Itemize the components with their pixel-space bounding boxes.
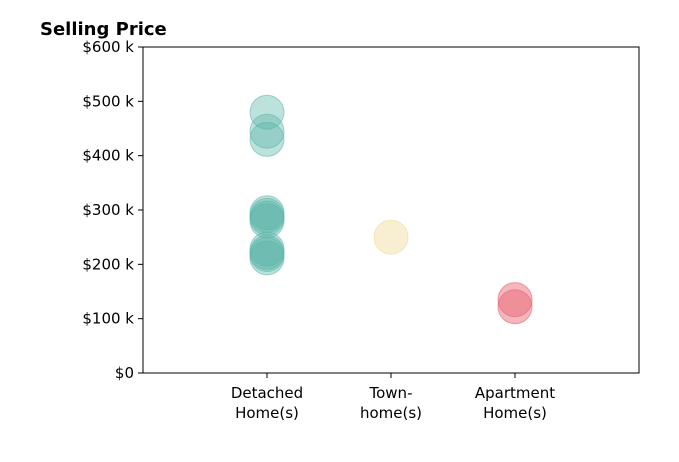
y-tick-label: $100 k [82,310,134,328]
data-point [249,113,285,149]
y-tick-label: $400 k [82,147,134,165]
x-tick-label: Detached Home(s) [231,384,303,422]
chart-title: Selling Price [40,19,167,40]
data-point [373,219,409,255]
x-tick-label: Apartment Home(s) [475,384,555,422]
data-point [249,94,285,130]
y-axis: $0 $100 k $200 k $300 k $400 k $500 k $600 k [82,38,143,382]
y-tick-label: $0 [115,364,134,382]
y-tick-label: $600 k [82,38,134,56]
x-axis: Detached Home(s) Town-home(s) Apartment Home… [231,373,555,422]
data-point [497,289,533,325]
y-tick-label: $500 k [82,92,134,110]
x-tick-label: Town-home(s) [360,384,422,422]
data-point [249,240,285,276]
plot-frame [142,46,640,374]
data-point [497,282,533,318]
y-tick-label: $300 k [82,201,134,219]
data-points [249,94,533,325]
data-point [249,121,285,157]
y-tick-label: $200 k [82,255,134,273]
